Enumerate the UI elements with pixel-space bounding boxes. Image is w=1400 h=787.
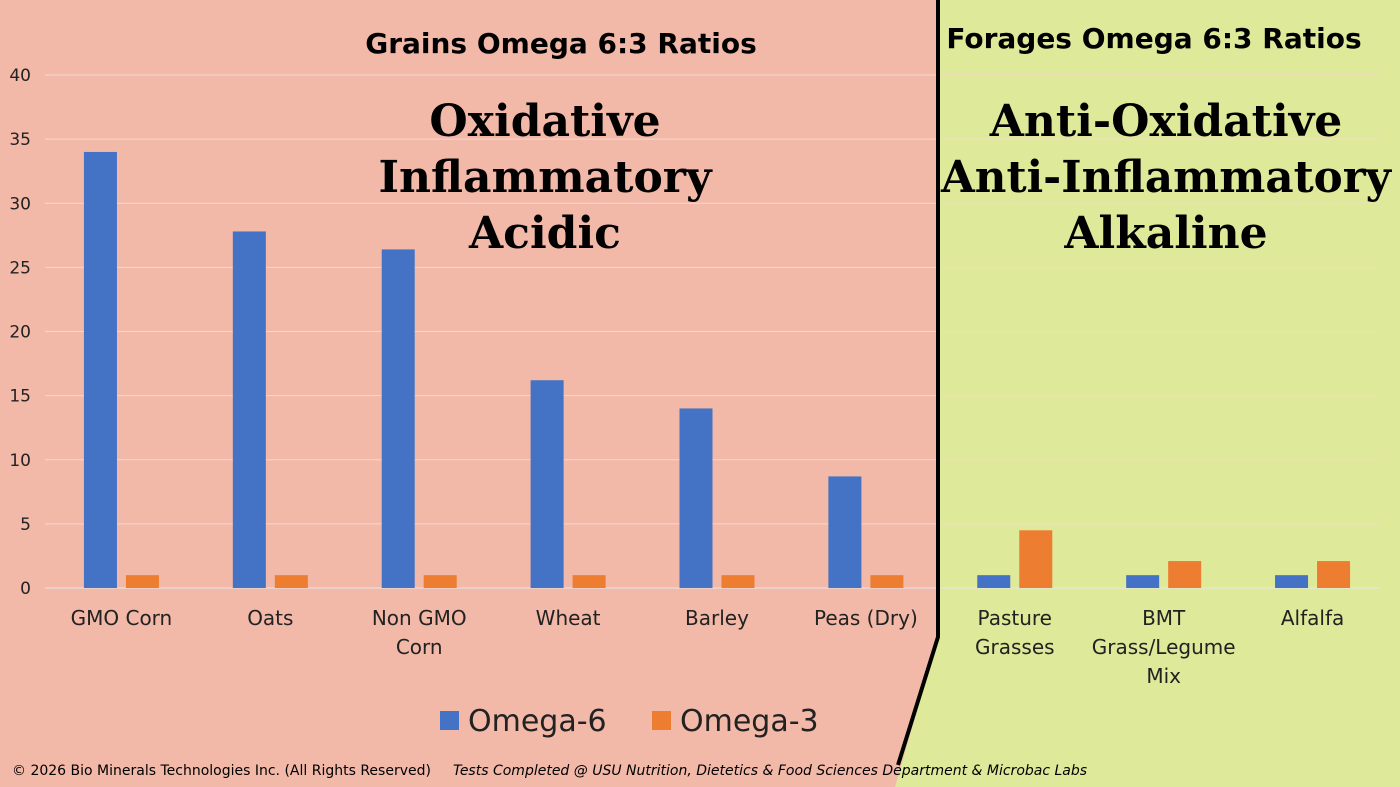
y-tick-label: 35 xyxy=(9,130,31,150)
category-label: Oats xyxy=(247,606,293,630)
category-label: Wheat xyxy=(536,606,601,630)
y-tick-label: 10 xyxy=(9,451,31,471)
y-tick-label: 15 xyxy=(9,387,31,407)
category-labels: GMO Corn Oats Non GMO Corn Wheat Barley Peas (… xyxy=(71,606,1345,688)
bar-omega-3 xyxy=(274,575,308,588)
test-source-note: Tests Completed @ USU Nutrition, Dieteti… xyxy=(453,763,1088,779)
category-label: Alfalfa xyxy=(1281,606,1344,630)
bar-omega-6 xyxy=(1126,575,1160,588)
bar-omega-6 xyxy=(83,151,117,588)
category-label: Mix xyxy=(1146,664,1181,688)
bar-omega-3 xyxy=(1019,530,1053,588)
panel-divider xyxy=(896,0,940,766)
bar-omega-6 xyxy=(828,476,862,588)
y-tick-label: 25 xyxy=(9,258,31,278)
bar-omega-3 xyxy=(870,575,904,588)
grains-title: Grains Omega 6:3 Ratios xyxy=(365,27,757,60)
y-tick-label: 5 xyxy=(20,515,31,535)
y-tick-label: 0 xyxy=(20,579,31,599)
copyright-text: © 2026 Bio Minerals Technologies Inc. (A… xyxy=(12,763,431,779)
forages-background xyxy=(895,0,1400,787)
category-label: Grass/Legume xyxy=(1092,635,1236,659)
bar-omega-6 xyxy=(381,249,415,589)
category-label: Corn xyxy=(396,635,443,659)
forages-title: Forages Omega 6:3 Ratios xyxy=(946,22,1361,55)
forages-heading-line-3: Alkaline xyxy=(1063,208,1267,259)
legend: Omega-6 Omega-3 xyxy=(440,704,819,739)
category-label: GMO Corn xyxy=(71,606,173,630)
bar-omega-3 xyxy=(125,575,159,588)
bar-omega-3 xyxy=(423,575,457,588)
bar-omega-3 xyxy=(572,575,606,588)
category-label: Pasture xyxy=(978,606,1052,630)
bar-omega-6 xyxy=(1275,575,1309,588)
bar-omega-6 xyxy=(977,575,1011,588)
bar-omega-6 xyxy=(679,408,713,588)
legend-swatch-omega-3 xyxy=(652,711,671,730)
bar-omega-3 xyxy=(1317,561,1351,588)
category-label: Non GMO xyxy=(372,606,467,630)
legend-label-omega-6: Omega-6 xyxy=(468,704,607,739)
grains-heading-line-1: Oxidative xyxy=(429,96,660,147)
category-label: Grasses xyxy=(975,635,1055,659)
grains-heading-line-3: Acidic xyxy=(468,208,621,259)
y-tick-label: 40 xyxy=(9,66,31,86)
category-label: BMT xyxy=(1142,606,1186,630)
y-axis-tick-labels: 0 5 10 15 20 25 30 35 40 xyxy=(9,66,31,599)
category-label: Peas (Dry) xyxy=(814,606,918,630)
y-tick-label: 20 xyxy=(9,323,31,343)
grains-background xyxy=(0,0,940,787)
legend-label-omega-3: Omega-3 xyxy=(680,704,819,739)
category-label: Barley xyxy=(685,606,749,630)
forages-heading-line-1: Anti-Oxidative xyxy=(989,96,1343,147)
bar-omega-3 xyxy=(721,575,755,588)
bars xyxy=(83,151,1351,589)
legend-swatch-omega-6 xyxy=(440,711,459,730)
forages-heading-line-2: Anti-Inflammatory xyxy=(940,152,1392,203)
bar-omega-6 xyxy=(530,380,564,588)
bar-omega-6 xyxy=(232,231,266,588)
y-tick-label: 30 xyxy=(9,194,31,214)
grains-heading-line-2: Inflammatory xyxy=(378,152,713,203)
bar-omega-3 xyxy=(1168,561,1202,588)
